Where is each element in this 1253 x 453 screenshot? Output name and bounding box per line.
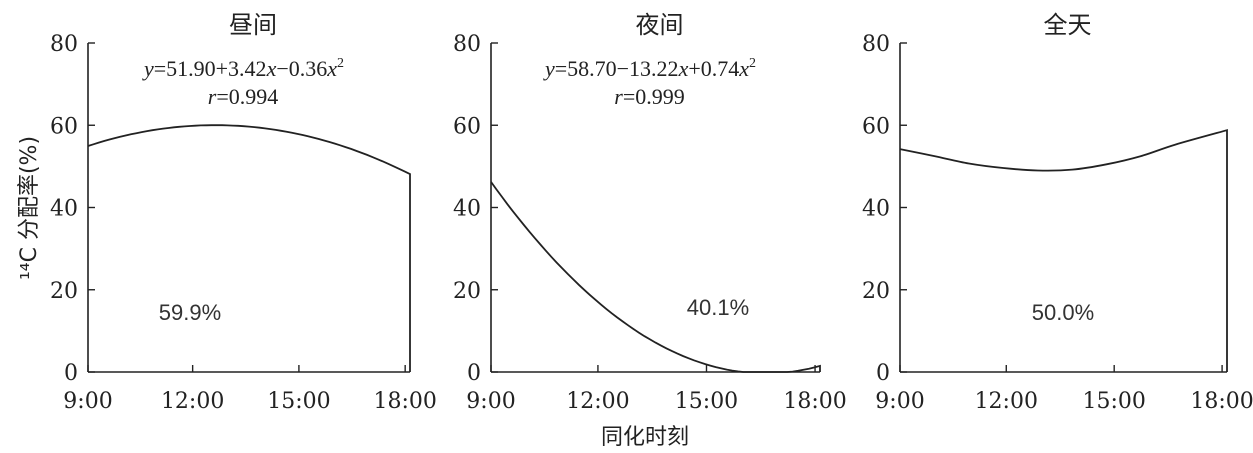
x-tick-label: 18:00 — [783, 389, 846, 414]
area-percent-label: 40.1% — [687, 295, 749, 320]
y-tick-label: 80 — [50, 32, 78, 57]
panel-title: 全天 — [1044, 11, 1092, 39]
x-tick-label: 9:00 — [466, 389, 515, 414]
distribution-curve — [490, 181, 821, 373]
regression-equation: y=58.70−13.22x+0.74x2 — [543, 56, 756, 81]
x-tick-label: 18:00 — [373, 389, 436, 414]
y-tick-label: 20 — [453, 279, 481, 304]
distribution-curve — [87, 124, 411, 372]
y-tick-label: 60 — [862, 114, 890, 139]
correlation-r: r=0.999 — [614, 84, 684, 109]
correlation-r: r=0.994 — [208, 84, 278, 109]
area-percent-label: 59.9% — [159, 300, 221, 325]
y-tick-label: 40 — [862, 197, 890, 222]
x-tick-label: 15:00 — [267, 389, 330, 414]
distribution-curve — [899, 128, 1228, 372]
y-tick-label: 0 — [64, 361, 78, 386]
chart-panel-3: 0 20 40 60 80 9:00 12:00 15:00 18:00 全天 50.0% — [862, 11, 1253, 414]
chart-panel-1: 0 20 40 60 80 9:00 12:00 15:00 18:00 昼间 y=51.90+3.… — [50, 11, 437, 414]
x-tick-label: 9:00 — [63, 389, 112, 414]
x-tick-label: 9:00 — [875, 389, 924, 414]
y-tick-label: 80 — [862, 32, 890, 57]
x-axis-label: 同化时刻 — [601, 425, 689, 450]
y-tick-label: 60 — [50, 114, 78, 139]
x-tick-label: 12:00 — [975, 389, 1038, 414]
panel-title: 夜间 — [636, 11, 684, 39]
x-tick-label: 18:00 — [1190, 389, 1253, 414]
y-tick-label: 40 — [453, 197, 481, 222]
y-tick-label: 40 — [50, 197, 78, 222]
area-percent-label: 50.0% — [1032, 300, 1094, 325]
y-tick-label: 60 — [453, 114, 481, 139]
chart-panel-2: 0 20 40 60 80 9:00 12:00 15:00 18:00 夜间 y=58.70−13… — [453, 11, 847, 414]
x-tick-label: 15:00 — [1082, 389, 1145, 414]
y-tick-label: 0 — [467, 361, 481, 386]
y-tick-label: 20 — [862, 279, 890, 304]
x-tick-label: 15:00 — [675, 389, 738, 414]
panel-title: 昼间 — [229, 11, 277, 39]
x-tick-label: 12:00 — [161, 389, 224, 414]
y-tick-label: 20 — [50, 279, 78, 304]
y-tick-label: 0 — [876, 361, 890, 386]
regression-equation: y=51.90+3.42x−0.36x2 — [142, 56, 344, 81]
x-tick-label: 12:00 — [566, 389, 629, 414]
y-tick-label: 80 — [453, 32, 481, 57]
y-axis-label: ¹⁴C 分配率(%) — [17, 136, 42, 280]
